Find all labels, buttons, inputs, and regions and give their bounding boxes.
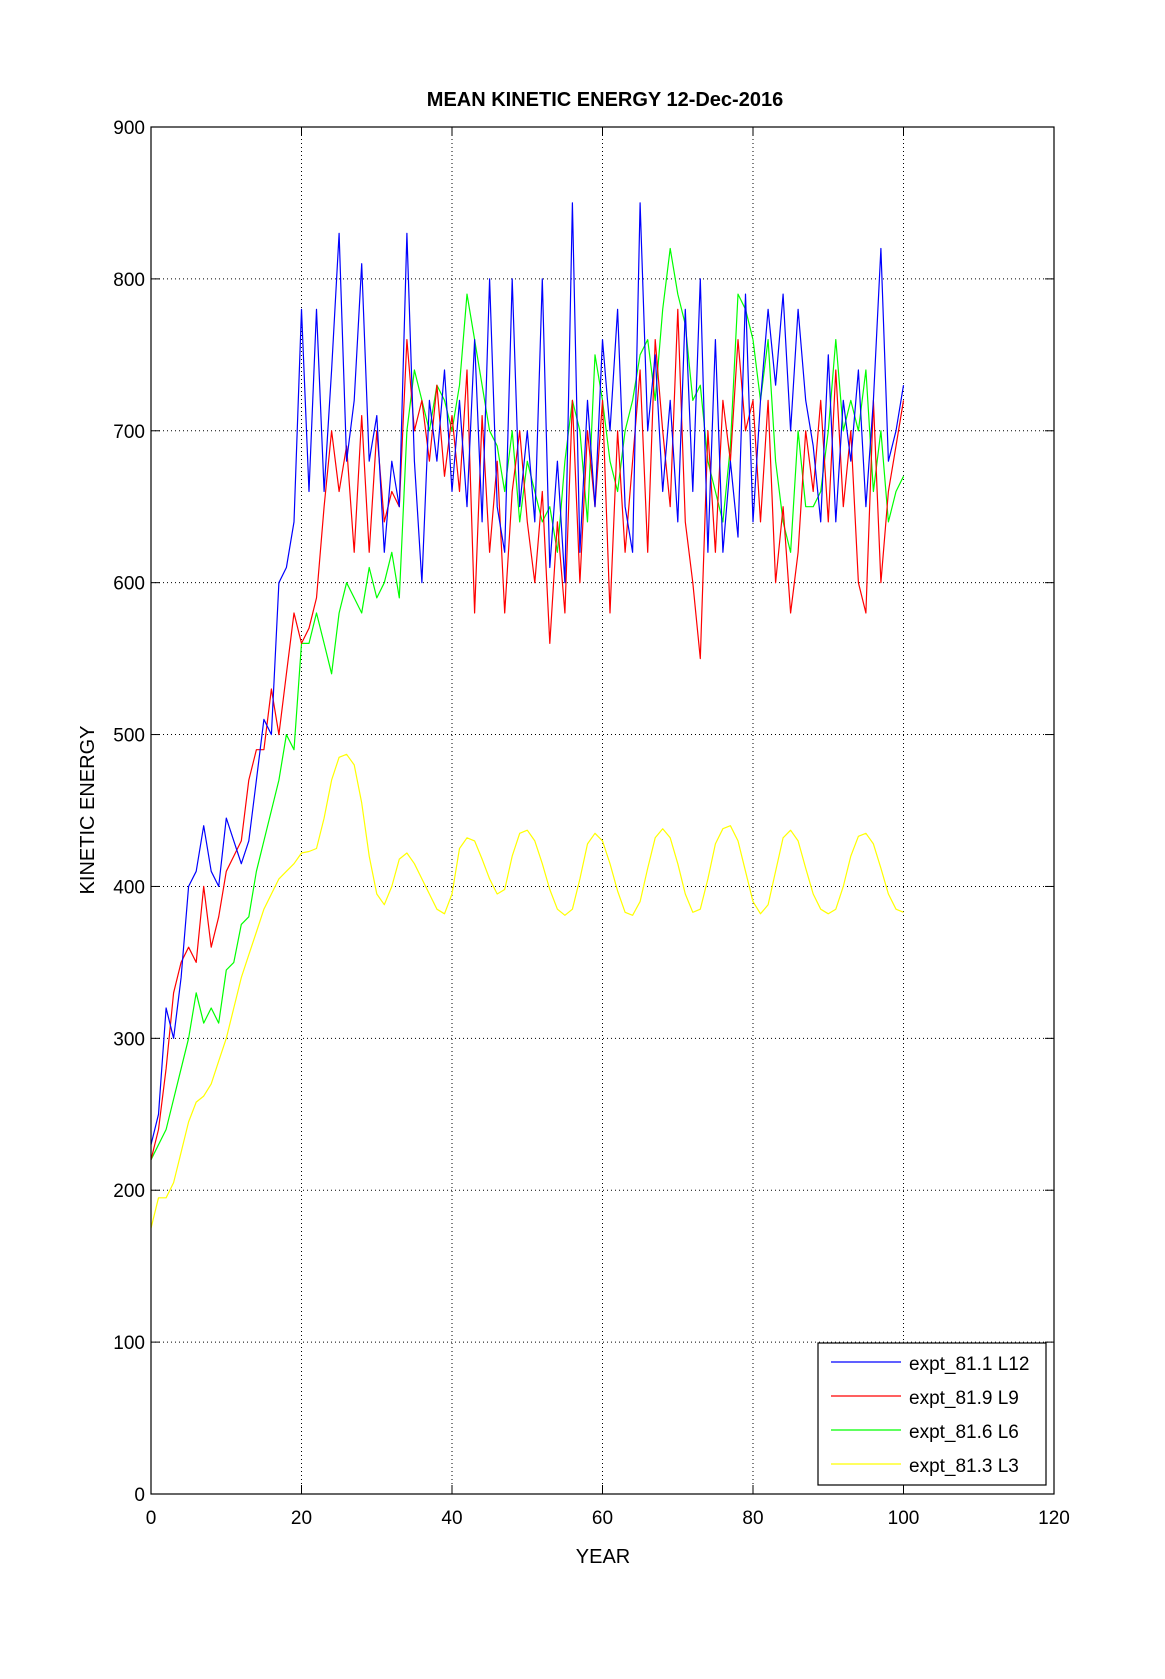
y-tick-label: 500 bbox=[113, 726, 145, 747]
x-tick-label: 100 bbox=[888, 1508, 920, 1529]
legend-label: expt_81.1 L12 bbox=[909, 1354, 1029, 1375]
series-line-expt-81-6-l6 bbox=[150, 247, 905, 1161]
y-tick-label: 200 bbox=[113, 1181, 145, 1202]
y-tick-label: 600 bbox=[113, 574, 145, 595]
y-tick-label: 700 bbox=[113, 422, 145, 443]
chart-title: MEAN KINETIC ENERGY 12-Dec-2016 bbox=[427, 89, 783, 111]
y-tick-label: 100 bbox=[113, 1333, 145, 1354]
legend-label: expt_81.3 L3 bbox=[909, 1456, 1019, 1477]
x-tick-label: 120 bbox=[1038, 1508, 1070, 1529]
series-line-expt-81-9-l9 bbox=[150, 308, 905, 1160]
grid bbox=[151, 127, 1054, 1494]
plot-area bbox=[151, 127, 1054, 1494]
x-axis-label: YEAR bbox=[576, 1546, 630, 1568]
y-tick-label: 400 bbox=[113, 877, 145, 898]
x-tick-label: 0 bbox=[146, 1508, 157, 1529]
x-tick-label: 20 bbox=[291, 1508, 312, 1529]
legend-label: expt_81.9 L9 bbox=[909, 1388, 1019, 1409]
y-tick-label: 300 bbox=[113, 1029, 145, 1050]
series-lines bbox=[150, 202, 905, 1229]
legend-label: expt_81.6 L6 bbox=[909, 1422, 1019, 1443]
legend-box bbox=[817, 1342, 1047, 1486]
series-line-expt-81-3-l3 bbox=[150, 753, 904, 1229]
x-tick-label: 60 bbox=[592, 1508, 613, 1529]
series-line-expt-81-1-l12 bbox=[150, 202, 905, 1145]
y-tick-label: 800 bbox=[113, 270, 145, 291]
y-tick-label: 900 bbox=[113, 118, 145, 139]
x-tick-label: 40 bbox=[441, 1508, 462, 1529]
legend: expt_81.1 L12 expt_81.9 L9 expt_81.6 L6 exp… bbox=[817, 1342, 1047, 1486]
y-axis-label: KINETIC ENERGY bbox=[77, 726, 99, 895]
axis-ticks: 0 20 40 60 80 100 120 0 100 200 300 400 500 600 700 800… bbox=[113, 118, 1070, 1529]
x-tick-label: 80 bbox=[742, 1508, 763, 1529]
y-tick-label: 0 bbox=[134, 1485, 145, 1506]
